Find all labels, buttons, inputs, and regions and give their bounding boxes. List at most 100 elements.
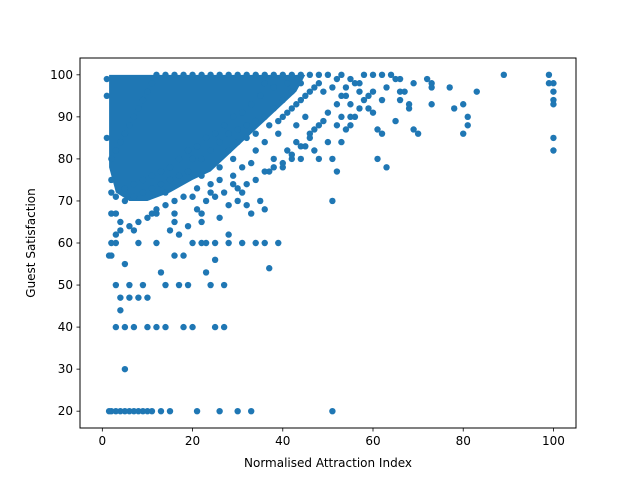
y-tick-label: 40 xyxy=(58,320,73,334)
data-point xyxy=(121,260,129,268)
data-point xyxy=(550,88,557,95)
data-point xyxy=(284,109,291,116)
data-point xyxy=(117,138,124,146)
data-point xyxy=(252,147,259,154)
data-point xyxy=(248,210,255,217)
y-tick-label: 80 xyxy=(58,152,73,166)
data-point xyxy=(189,193,196,200)
y-axis-ticks: 20 30 40 50 60 70 80 90 100 xyxy=(50,68,80,418)
data-point xyxy=(410,126,417,133)
data-point xyxy=(297,96,305,104)
data-point xyxy=(202,197,210,205)
data-point xyxy=(180,193,187,200)
data-point xyxy=(306,71,314,79)
data-point xyxy=(139,407,147,415)
data-point xyxy=(216,138,223,146)
data-point xyxy=(207,180,214,188)
data-point xyxy=(103,92,111,100)
data-point xyxy=(148,185,156,192)
data-point xyxy=(423,75,431,83)
data-point xyxy=(121,197,129,205)
scatter-points xyxy=(103,71,557,415)
data-point xyxy=(198,218,205,226)
data-point xyxy=(139,96,147,104)
data-point xyxy=(103,134,111,142)
data-point xyxy=(293,138,300,146)
data-point xyxy=(171,197,178,205)
data-point xyxy=(414,130,422,137)
data-point xyxy=(108,210,115,217)
data-point xyxy=(162,189,169,196)
data-point xyxy=(234,407,241,415)
data-point xyxy=(229,113,237,121)
data-point xyxy=(112,193,120,200)
data-point xyxy=(105,252,113,259)
data-point xyxy=(171,210,178,217)
data-point xyxy=(248,101,255,108)
data-point xyxy=(229,155,237,163)
data-point xyxy=(545,80,553,87)
data-point xyxy=(229,180,237,188)
data-point xyxy=(261,113,268,121)
data-point xyxy=(126,407,133,415)
data-point xyxy=(288,88,295,95)
data-point xyxy=(112,281,120,289)
data-point xyxy=(180,252,187,259)
data-point xyxy=(306,134,314,142)
data-point xyxy=(248,159,255,167)
data-point xyxy=(396,75,404,83)
data-point xyxy=(270,155,277,163)
data-point xyxy=(166,176,174,184)
data-point xyxy=(202,239,210,247)
data-point xyxy=(365,105,372,112)
data-point xyxy=(189,155,196,163)
data-point xyxy=(211,239,219,247)
data-point xyxy=(288,71,295,79)
data-point xyxy=(216,71,223,79)
data-point xyxy=(117,294,124,301)
data-point xyxy=(153,71,160,79)
data-point xyxy=(252,117,259,125)
data-point xyxy=(130,227,138,234)
data-point xyxy=(112,407,120,415)
data-point xyxy=(315,71,323,79)
data-point xyxy=(369,71,377,79)
data-point xyxy=(211,256,219,264)
data-point xyxy=(302,113,309,121)
data-point xyxy=(126,281,133,289)
data-point xyxy=(148,210,156,217)
data-point xyxy=(315,80,323,87)
data-point xyxy=(171,218,178,226)
data-point xyxy=(189,71,196,79)
data-point xyxy=(207,189,214,196)
data-point xyxy=(369,109,377,116)
data-point xyxy=(139,281,147,289)
data-point xyxy=(135,105,142,112)
data-point xyxy=(121,185,129,192)
data-point xyxy=(428,80,435,87)
data-point xyxy=(225,201,232,209)
data-point xyxy=(351,113,359,121)
data-point xyxy=(130,113,138,121)
data-point xyxy=(288,151,295,158)
data-point xyxy=(351,80,359,87)
x-axis-label: Normalised Attraction Index xyxy=(244,456,412,470)
data-point xyxy=(279,159,286,167)
data-point xyxy=(297,143,305,150)
data-point xyxy=(342,92,350,100)
data-point xyxy=(117,227,124,234)
data-point xyxy=(157,180,165,188)
data-point xyxy=(220,323,228,331)
data-point xyxy=(184,168,192,175)
x-tick-label: 20 xyxy=(185,434,200,448)
data-point xyxy=(139,176,147,184)
data-point xyxy=(333,75,341,83)
data-point xyxy=(180,71,187,79)
data-point xyxy=(297,80,305,87)
data-point xyxy=(405,105,413,112)
data-point xyxy=(306,88,314,95)
data-point xyxy=(302,92,309,100)
data-point xyxy=(275,239,282,247)
data-point xyxy=(261,138,268,146)
data-point xyxy=(135,218,142,226)
